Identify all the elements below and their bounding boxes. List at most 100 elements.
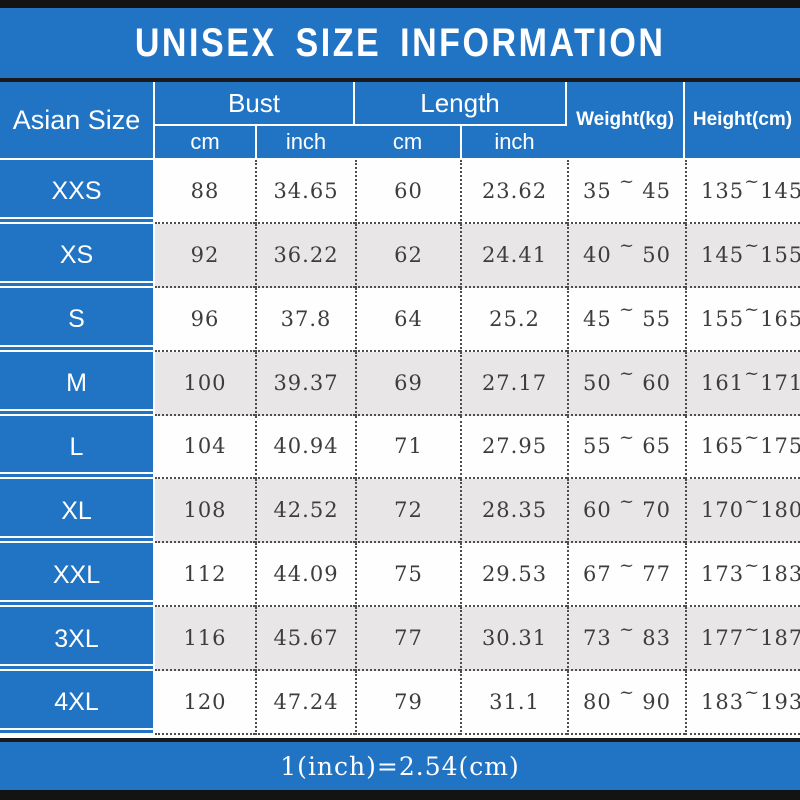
weight-min: 40 bbox=[583, 242, 612, 267]
weight-range: 40 ~50 bbox=[567, 223, 685, 288]
length-inch-value: 24.41 bbox=[460, 223, 567, 288]
bottom-border-bar bbox=[0, 790, 800, 800]
length-cm-value: 71 bbox=[355, 415, 460, 480]
size-label: XL bbox=[0, 479, 155, 544]
subheader-bust-cm: cm bbox=[155, 126, 255, 160]
weight-min: 60 bbox=[583, 498, 612, 523]
footer-divider-line bbox=[0, 738, 800, 742]
weight-min: 67 bbox=[583, 562, 612, 587]
column-header-height: Height(cm) bbox=[685, 82, 800, 160]
bust-cm-value: 120 bbox=[155, 671, 255, 735]
bust-cm-value: 92 bbox=[155, 223, 255, 288]
bust-cm-value: 104 bbox=[155, 415, 255, 480]
height-range: 183 ~193 bbox=[685, 671, 800, 735]
length-cm-value: 69 bbox=[355, 351, 460, 416]
size-label: M bbox=[0, 351, 155, 416]
tilde-separator: ~ bbox=[618, 618, 636, 640]
weight-min: 35 bbox=[583, 178, 612, 203]
height-min: 135 bbox=[701, 178, 745, 203]
tilde-separator: ~ bbox=[744, 490, 761, 512]
size-label: XXS bbox=[0, 160, 155, 224]
tilde-separator: ~ bbox=[618, 490, 636, 512]
conversion-note: 1(inch)=2.54(cm) bbox=[280, 751, 520, 781]
size-label: 3XL bbox=[0, 607, 155, 671]
weight-max: 50 bbox=[642, 242, 671, 267]
weight-max: 65 bbox=[642, 434, 671, 459]
length-cm-value: 62 bbox=[355, 223, 460, 288]
size-label: XXL bbox=[0, 543, 155, 608]
length-cm-value: 60 bbox=[355, 160, 460, 224]
height-range: 170 ~180 bbox=[685, 479, 800, 544]
height-min: 161 bbox=[701, 370, 745, 395]
tilde-separator: ~ bbox=[744, 235, 761, 257]
height-max: 180 bbox=[760, 498, 800, 523]
height-max: 171 bbox=[760, 370, 800, 395]
column-group-bust: Bust bbox=[155, 82, 355, 126]
weight-range: 50 ~60 bbox=[567, 351, 685, 416]
height-range: 165 ~175 bbox=[685, 415, 800, 480]
height-range: 161 ~171 bbox=[685, 351, 800, 416]
bust-inch-value: 39.37 bbox=[255, 351, 355, 416]
length-inch-value: 31.1 bbox=[460, 671, 567, 735]
weight-max: 77 bbox=[642, 562, 671, 587]
tilde-separator: ~ bbox=[618, 299, 636, 321]
height-range: 155 ~165 bbox=[685, 287, 800, 352]
column-header-asian-size: Asian Size bbox=[0, 82, 155, 160]
height-min: 165 bbox=[701, 434, 745, 459]
column-header-weight: Weight(kg) bbox=[567, 82, 685, 160]
length-inch-value: 30.31 bbox=[460, 607, 567, 671]
size-label: XS bbox=[0, 223, 155, 288]
weight-max: 60 bbox=[642, 370, 671, 395]
tilde-separator: ~ bbox=[618, 235, 636, 257]
size-label: S bbox=[0, 287, 155, 352]
length-cm-value: 75 bbox=[355, 543, 460, 608]
bust-cm-value: 88 bbox=[155, 160, 255, 224]
height-min: 155 bbox=[701, 306, 745, 331]
subheader-length-inch: inch bbox=[460, 126, 567, 160]
table-footer-gap bbox=[0, 735, 800, 738]
bust-cm-value: 96 bbox=[155, 287, 255, 352]
length-inch-value: 25.2 bbox=[460, 287, 567, 352]
height-max: 175 bbox=[760, 434, 800, 459]
bust-inch-value: 47.24 bbox=[255, 671, 355, 735]
size-table: Asian Size Bust Length Weight(kg) Height… bbox=[0, 82, 800, 735]
tilde-separator: ~ bbox=[618, 363, 636, 385]
height-max: 187 bbox=[760, 626, 800, 651]
tilde-separator: ~ bbox=[744, 363, 761, 385]
size-label: L bbox=[0, 415, 155, 480]
tilde-separator: ~ bbox=[744, 171, 761, 193]
height-max: 183 bbox=[760, 562, 800, 587]
height-min: 170 bbox=[701, 498, 745, 523]
length-cm-value: 77 bbox=[355, 607, 460, 671]
height-max: 145 bbox=[760, 178, 800, 203]
weight-range: 55 ~65 bbox=[567, 415, 685, 480]
height-min: 183 bbox=[701, 689, 745, 714]
length-cm-value: 72 bbox=[355, 479, 460, 544]
bust-inch-value: 37.8 bbox=[255, 287, 355, 352]
bust-cm-value: 108 bbox=[155, 479, 255, 544]
bust-inch-value: 40.94 bbox=[255, 415, 355, 480]
height-range: 145 ~155 bbox=[685, 223, 800, 288]
length-cm-value: 79 bbox=[355, 671, 460, 735]
tilde-separator: ~ bbox=[744, 554, 761, 576]
length-inch-value: 28.35 bbox=[460, 479, 567, 544]
weight-min: 73 bbox=[583, 626, 612, 651]
tilde-separator: ~ bbox=[744, 426, 761, 448]
height-range: 135 ~145 bbox=[685, 160, 800, 224]
height-max: 155 bbox=[760, 242, 800, 267]
tilde-separator: ~ bbox=[744, 682, 761, 704]
bust-inch-value: 36.22 bbox=[255, 223, 355, 288]
bust-inch-value: 44.09 bbox=[255, 543, 355, 608]
length-inch-value: 23.62 bbox=[460, 160, 567, 224]
weight-min: 50 bbox=[583, 370, 612, 395]
subheader-bust-inch: inch bbox=[255, 126, 355, 160]
tilde-separator: ~ bbox=[618, 682, 636, 704]
weight-min: 45 bbox=[583, 306, 612, 331]
weight-max: 70 bbox=[642, 498, 671, 523]
height-min: 145 bbox=[701, 242, 745, 267]
weight-max: 90 bbox=[642, 689, 671, 714]
page-title: UNISEX SIZE INFORMATION bbox=[134, 20, 666, 65]
length-inch-value: 29.53 bbox=[460, 543, 567, 608]
weight-range: 80 ~90 bbox=[567, 671, 685, 735]
